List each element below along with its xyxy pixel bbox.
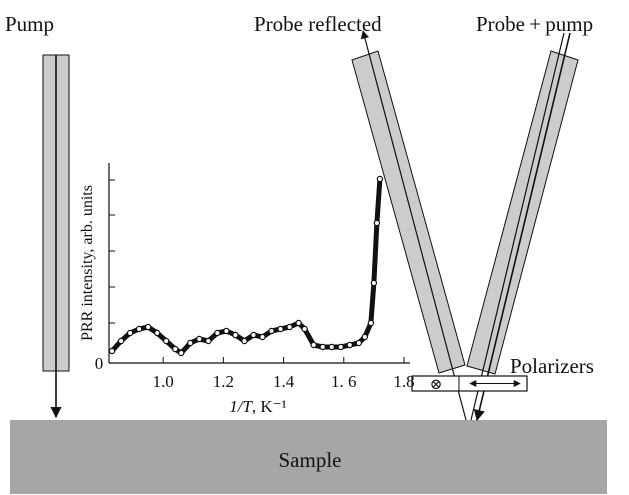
chart-points <box>108 175 384 357</box>
y-tick-label-0: 0 <box>95 354 104 373</box>
pump-beam <box>42 54 70 419</box>
x-tick-label: 1. 6 <box>331 372 357 391</box>
data-point <box>286 323 293 331</box>
chart-y-ticks <box>109 179 115 324</box>
probe-reflected-beam-axis <box>360 30 467 421</box>
x-tick-label: 1.8 <box>393 372 414 391</box>
data-point <box>361 333 369 341</box>
sample-label: Sample <box>279 448 342 472</box>
data-point <box>144 323 152 331</box>
series-line <box>110 178 383 356</box>
data-point <box>337 343 344 351</box>
data-point <box>135 325 143 333</box>
data-point <box>370 279 378 287</box>
probe-reflected-beam <box>351 30 467 421</box>
data-point <box>232 331 239 339</box>
data-point <box>223 327 230 335</box>
chart-x-axis-label-unit: , K⁻¹ <box>252 397 287 416</box>
data-point <box>277 325 284 333</box>
probe-reflected-label: Probe reflected <box>254 12 382 36</box>
data-point <box>373 219 381 227</box>
data-point <box>205 337 212 345</box>
data-point <box>250 331 257 339</box>
x-tick-label: 1.2 <box>213 372 234 391</box>
data-point <box>153 329 161 337</box>
data-point <box>117 337 125 345</box>
probe-pump-beam-axis-2 <box>473 32 571 422</box>
data-point <box>162 337 170 345</box>
data-point <box>310 341 317 349</box>
data-point <box>355 339 363 347</box>
data-point <box>108 347 116 355</box>
chart-x-ticks: 1.0 1.2 1.4 1. 6 1.8 <box>153 357 415 391</box>
chart-x-axis-label: 1/T, K⁻¹ <box>229 397 287 416</box>
data-point <box>241 337 248 345</box>
data-point <box>259 333 266 341</box>
prr-chart: 0 1.0 1.2 1.4 1. 6 1.8 PRR intensity, arb. u… <box>79 163 415 416</box>
sample-block <box>10 420 607 494</box>
data-point <box>295 319 302 327</box>
probe-pump-beam-body <box>466 50 579 375</box>
data-point <box>187 339 194 347</box>
data-point <box>214 329 221 337</box>
chart-y-axis-label: PRR intensity, arb. units <box>79 185 96 341</box>
data-point <box>301 325 308 333</box>
x-tick-label: 1.0 <box>153 372 174 391</box>
pump-label: Pump <box>5 12 54 36</box>
probe-pump-label: Probe + pump <box>476 12 593 36</box>
data-point <box>328 343 335 351</box>
polarizer-cross-symbol: ⊗ <box>430 377 443 393</box>
probe-pump-beam-axis-1 <box>470 32 565 421</box>
data-point <box>178 349 185 357</box>
data-point <box>268 327 275 335</box>
polarizers-label: Polarizers <box>510 354 594 378</box>
x-tick-label: 1.4 <box>273 372 295 391</box>
data-point <box>172 345 179 353</box>
data-point <box>126 329 134 337</box>
data-point <box>367 319 375 327</box>
probe-pump-beam <box>466 32 579 422</box>
data-point <box>346 341 353 349</box>
polarizers: ⊗ <box>411 375 528 393</box>
data-point <box>376 175 384 183</box>
chart-x-axis-label-var: 1/T <box>229 397 253 416</box>
data-point <box>196 335 203 343</box>
data-point <box>319 343 326 351</box>
